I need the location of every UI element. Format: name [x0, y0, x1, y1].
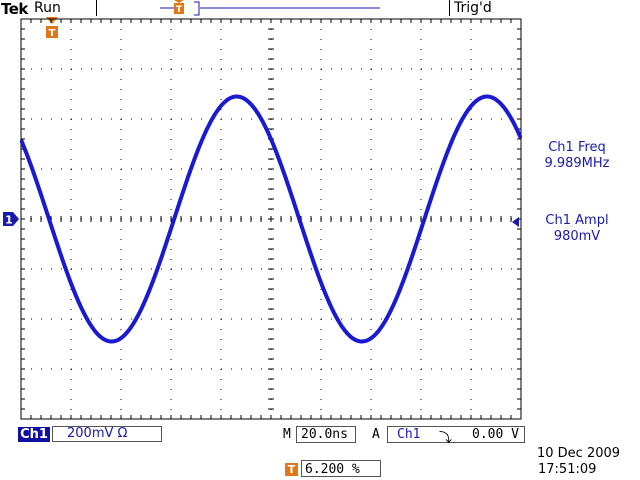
brand-logo: Tek	[1, 0, 28, 18]
date-time: 10 Dec 2009 17:51:09	[537, 446, 620, 478]
graticule-display	[20, 18, 522, 420]
timebase-box[interactable]: 20.0ns	[296, 426, 356, 443]
ch1-volts-per-div[interactable]: 200mV Ω	[52, 426, 162, 442]
ch1-waveform-trace	[20, 94, 522, 344]
time-per-div: 20.0ns	[301, 427, 348, 442]
ch1-freq-value: 9.989MHz	[544, 156, 610, 171]
trigger-mode: A	[372, 427, 380, 442]
ch1-ampl-value: 980mV	[553, 229, 601, 244]
trigger-level-arrow-icon[interactable]	[510, 213, 520, 232]
volts-per-div-value: 200mV	[67, 426, 114, 441]
header-divider	[96, 0, 97, 16]
main-timebase-label: M	[283, 427, 291, 442]
ch1-freq-label: Ch1 Freq	[548, 140, 606, 155]
time-text: 17:51:09	[538, 462, 597, 477]
trigger-position-value: 6.200 %	[305, 462, 360, 477]
ch1-ground-marker[interactable]: 1	[2, 211, 20, 231]
record-trigger-marker-icon: T	[174, 3, 184, 15]
date-text: 10 Dec 2009	[537, 446, 621, 461]
trigger-source: Ch1	[397, 427, 421, 442]
trigger-position-icon: T	[285, 463, 298, 476]
trigger-status: Trig'd	[454, 0, 492, 16]
header-divider	[449, 0, 450, 16]
svg-text:1: 1	[5, 214, 13, 227]
falling-edge-icon: ⤵	[439, 431, 453, 446]
trigger-settings-box[interactable]: Ch1 ⤵ 0.00 V	[387, 426, 525, 446]
record-position-bar[interactable]: T	[150, 0, 390, 18]
trigger-position-box[interactable]: 6.200 %	[301, 460, 381, 477]
impedance-icon: Ω	[117, 426, 128, 441]
ch1-channel-badge[interactable]: Ch1	[18, 427, 50, 442]
trigger-marker-icon: T	[49, 28, 56, 39]
acquisition-status: Run	[34, 0, 61, 16]
trigger-level: 0.00 V	[472, 427, 519, 442]
ch1-ampl-label: Ch1 Ampl	[545, 213, 609, 228]
svg-text:T: T	[176, 5, 183, 15]
